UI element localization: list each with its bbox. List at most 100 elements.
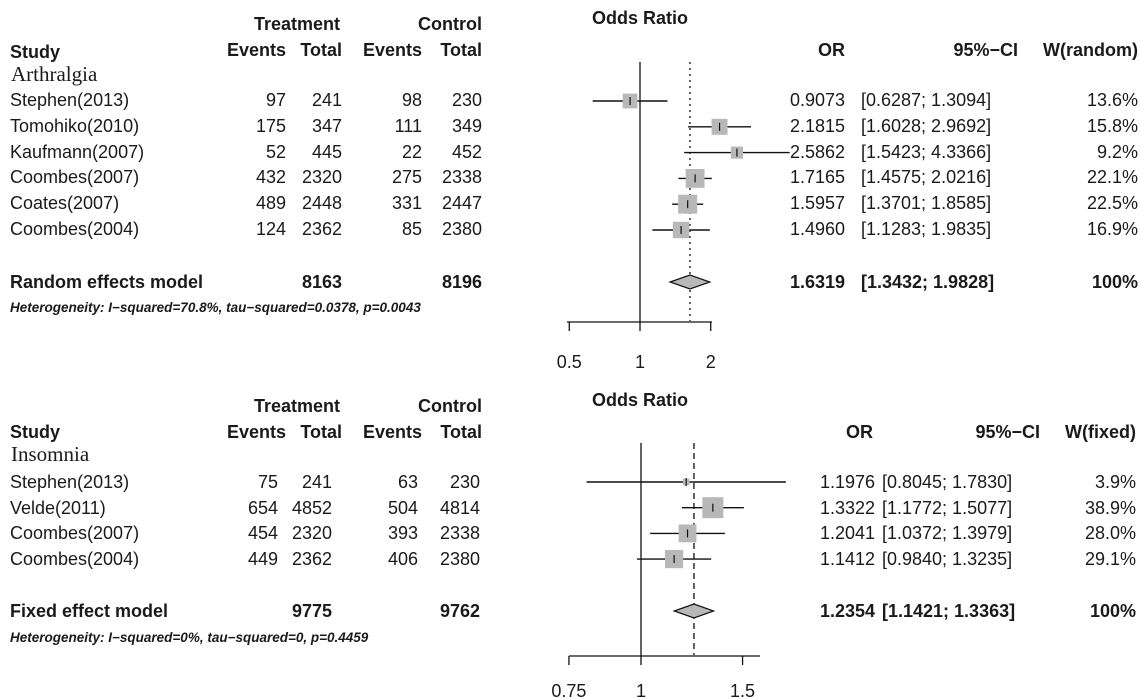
ci-header: 95%−CI <box>953 40 1018 60</box>
control-events: 22 <box>401 141 422 162</box>
control-events: 275 <box>391 167 422 188</box>
study-name: Stephen(2013) <box>10 472 130 492</box>
control-total: 349 <box>451 115 482 136</box>
x-tick-label: 1 <box>636 681 646 698</box>
control-total: 230 <box>449 472 480 492</box>
study-name: Coombes(2004) <box>10 549 140 570</box>
pooled-or: 1.6319 <box>789 272 845 292</box>
study-ci: [0.6287; 1.3094] <box>861 90 992 110</box>
treatment-events: 75 <box>257 472 278 492</box>
pooled-control-total: 9762 <box>439 601 480 621</box>
treatment-events-header: Events <box>226 422 286 442</box>
study-or: 1.3322 <box>819 497 875 518</box>
x-tick-label: 1.5 <box>730 681 755 698</box>
x-tick-label: 2 <box>706 352 716 372</box>
pooled-treatment-total: 8163 <box>301 272 342 292</box>
pooled-diamond <box>668 274 712 290</box>
ci-header: 95%−CI <box>975 422 1040 442</box>
study-or: 1.1976 <box>819 472 875 492</box>
study-ci: [1.0372; 1.3979] <box>882 523 1013 544</box>
treatment-total: 347 <box>311 115 342 136</box>
treatment-total: 241 <box>311 90 342 110</box>
study-header: Study <box>10 422 61 442</box>
control-total: 2380 <box>441 219 482 239</box>
study-or: 0.9073 <box>789 90 845 110</box>
treatment-header: Treatment <box>253 396 340 416</box>
pooled-label: Fixed effect model <box>10 601 169 621</box>
control-total: 2338 <box>441 167 482 188</box>
study-name: Coombes(2007) <box>10 523 140 544</box>
control-events: 85 <box>401 219 422 239</box>
treatment-header: Treatment <box>253 14 340 34</box>
study-weight: 15.8% <box>1086 115 1138 136</box>
study-ci: [0.8045; 1.7830] <box>882 472 1013 492</box>
study-name: Stephen(2013) <box>10 90 130 110</box>
study-name: Kaufmann(2007) <box>10 141 145 162</box>
treatment-events: 432 <box>255 167 286 188</box>
study-or: 1.1412 <box>819 549 875 570</box>
treatment-events: 449 <box>247 549 278 570</box>
study-name: Tomohiko(2010) <box>10 115 140 136</box>
treatment-events: 175 <box>255 115 286 136</box>
control-total: 4814 <box>439 497 480 518</box>
treatment-total-header: Total <box>300 422 342 442</box>
study-weight: 13.6% <box>1086 90 1138 110</box>
study-or: 1.4960 <box>789 219 845 239</box>
control-total-header: Total <box>440 40 482 60</box>
study-name: Velde(2011) <box>10 497 106 518</box>
study-header: Study <box>10 42 61 62</box>
pooled-ci: [1.1421; 1.3363] <box>882 601 1016 621</box>
pooled-label: Random effects model <box>10 272 204 292</box>
treatment-total-header: Total <box>300 40 342 60</box>
x-tick-label: 0.5 <box>557 352 582 372</box>
study-ci: [1.3701; 1.8585] <box>861 193 992 214</box>
control-total: 2447 <box>441 193 482 214</box>
x-tick-label: 1 <box>635 352 645 372</box>
control-total: 230 <box>451 90 482 110</box>
control-events: 331 <box>391 193 422 214</box>
control-events: 406 <box>387 549 418 570</box>
treatment-total: 2320 <box>291 523 332 544</box>
study-ci: [1.1772; 1.5077] <box>882 497 1013 518</box>
treatment-total: 241 <box>301 472 332 492</box>
study-ci: [1.4575; 2.0216] <box>861 167 992 188</box>
study-weight: 28.0% <box>1084 523 1136 544</box>
treatment-total: 2320 <box>301 167 342 188</box>
chart-title: Odds Ratio <box>591 390 688 410</box>
control-events-header: Events <box>362 422 422 442</box>
heterogeneity-text: Heterogeneity: I−squared=70.8%, tau−squa… <box>10 300 421 315</box>
study-or: 1.5957 <box>789 193 845 214</box>
study-weight: 22.5% <box>1086 193 1138 214</box>
weight-header: W(random) <box>1043 40 1138 60</box>
study-ci: [1.1283; 1.9835] <box>861 219 992 239</box>
pooled-diamond <box>672 603 716 619</box>
pooled-or: 1.2354 <box>819 601 875 621</box>
group-label: Insomnia <box>11 442 90 466</box>
control-events-header: Events <box>362 40 422 60</box>
study-ci: [0.9840; 1.3235] <box>882 549 1013 570</box>
study-or: 1.2041 <box>819 523 875 544</box>
pooled-weight: 100% <box>1091 272 1138 292</box>
study-weight: 3.9% <box>1094 472 1136 492</box>
control-events: 111 <box>394 115 422 136</box>
control-total-header: Total <box>440 422 482 442</box>
study-weight: 16.9% <box>1086 219 1138 239</box>
study-ci: [1.6028; 2.9692] <box>861 115 992 136</box>
treatment-events: 454 <box>247 523 278 544</box>
pooled-control-total: 8196 <box>441 272 482 292</box>
pooled-weight: 100% <box>1089 601 1136 621</box>
study-or: 2.5862 <box>789 141 845 162</box>
or-header: OR <box>818 40 845 60</box>
pooled-treatment-total: 9775 <box>291 601 332 621</box>
control-header: Control <box>418 14 482 34</box>
study-or: 1.7165 <box>789 167 845 188</box>
control-events: 393 <box>387 523 418 544</box>
treatment-events: 124 <box>255 219 286 239</box>
study-ci: [1.5423; 4.3366] <box>861 141 992 162</box>
pooled-ci: [1.3432; 1.9828] <box>861 272 995 292</box>
treatment-total: 4852 <box>291 497 332 518</box>
treatment-total: 2362 <box>291 549 332 570</box>
group-label: Arthralgia <box>11 62 98 86</box>
treatment-events: 52 <box>265 141 286 162</box>
